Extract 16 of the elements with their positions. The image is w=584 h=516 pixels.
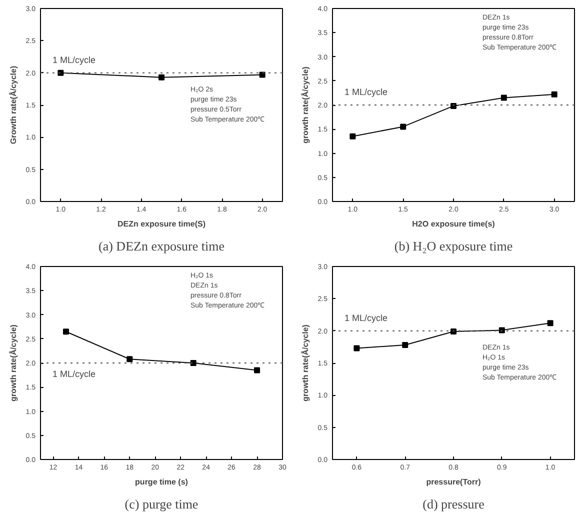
text: (a) DEZn exposure time: [98, 238, 225, 254]
x-axis-title: H2O exposure time(s): [412, 220, 496, 228]
y-axis-title: Growth rate(Å/cycle): [8, 66, 18, 144]
text: (c) purge time: [124, 496, 198, 512]
y-axis-title: growth rate(Å/cycle): [8, 324, 18, 402]
ref-line-label: 1 ML/cycle: [344, 87, 388, 97]
text: (b) H₂O exposure time: [394, 238, 513, 254]
y-axis-title: growth rate(Å/cycle): [300, 66, 310, 144]
ref-line-label: 1 ML/cycle: [52, 54, 96, 65]
x-axis-title: purge time (s): [135, 478, 188, 486]
text: (d) pressure: [422, 496, 485, 512]
ref-line-label: 1 ML/cycle: [52, 369, 96, 379]
ref-line-label: 1 ML/cycle: [344, 312, 388, 323]
x-axis-title: pressure(Torr): [426, 478, 482, 486]
y-axis-title: growth rate(Å/cycle): [300, 324, 310, 402]
x-axis-title: DEZn exposure time(S): [117, 220, 206, 228]
